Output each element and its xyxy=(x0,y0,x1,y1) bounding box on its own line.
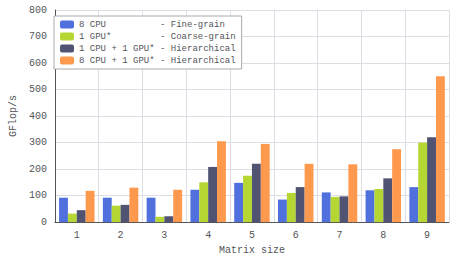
svg-text:5: 5 xyxy=(249,230,255,241)
svg-text:200: 200 xyxy=(29,164,47,175)
svg-text:800: 800 xyxy=(29,5,47,16)
svg-text:9: 9 xyxy=(424,230,430,241)
svg-text:Matrix size: Matrix size xyxy=(219,245,285,256)
svg-text:100: 100 xyxy=(29,190,47,201)
svg-text:600: 600 xyxy=(29,58,47,69)
svg-text:500: 500 xyxy=(29,84,47,95)
svg-text:1 CPU + 1 GPU* - Hierarchical: 1 CPU + 1 GPU* - Hierarchical xyxy=(79,44,236,54)
svg-text:8: 8 xyxy=(380,230,386,241)
svg-text:7: 7 xyxy=(337,230,343,241)
svg-text:2: 2 xyxy=(118,230,124,241)
svg-text:700: 700 xyxy=(29,31,47,42)
svg-text:4: 4 xyxy=(205,230,211,241)
svg-text:8 CPU - Fine-grain: 8 CPU - Fine-grain xyxy=(79,20,225,30)
svg-text:3: 3 xyxy=(161,230,167,241)
svg-text:300: 300 xyxy=(29,137,47,148)
svg-text:GFlop/s: GFlop/s xyxy=(8,95,19,137)
svg-text:400: 400 xyxy=(29,111,47,122)
svg-text:6: 6 xyxy=(293,230,299,241)
svg-text:1: 1 xyxy=(74,230,80,241)
svg-text:1 GPU* - Coarse-grain: 1 GPU* - Coarse-grain xyxy=(79,32,236,42)
svg-text:0: 0 xyxy=(41,217,47,228)
svg-text:8 CPU + 1 GPU* - Hierarchical: 8 CPU + 1 GPU* - Hierarchical xyxy=(79,56,236,66)
